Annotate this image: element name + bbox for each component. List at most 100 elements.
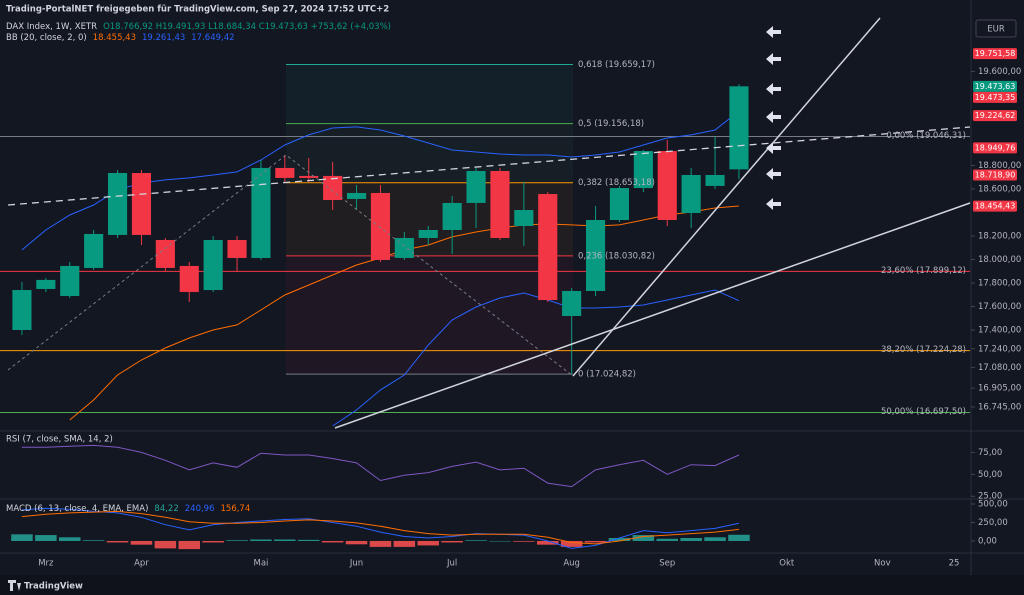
candle-body (131, 172, 152, 235)
candle-body (585, 220, 606, 291)
price-label: 18.718,90 (975, 171, 1016, 180)
histogram-bar (106, 540, 129, 543)
bb-title: BB (20, close, 2, 0) (6, 33, 87, 43)
candle-body (657, 151, 677, 221)
bb-value: 17.649,42 (191, 33, 234, 43)
x-tick-label: Jun (349, 559, 363, 569)
currency-button[interactable] (975, 19, 1017, 38)
x-tick-label: Mai (253, 559, 268, 569)
macd-value: 240,96 (185, 504, 215, 514)
arrow (766, 111, 781, 123)
candle-body (227, 239, 247, 258)
histogram-bar (656, 538, 679, 541)
candle-body (107, 172, 128, 235)
candle-body (538, 194, 558, 301)
candle-body (275, 167, 295, 178)
arrow (766, 26, 781, 38)
y-tick-label: 500,00 (978, 499, 1008, 509)
candle-body (442, 202, 462, 230)
candle-body (418, 229, 438, 238)
histogram-bar (441, 540, 463, 543)
candle-body (633, 151, 653, 189)
bb-value: 19.261,43 (142, 33, 185, 43)
price-label-box (973, 91, 1017, 103)
histogram-bar (58, 537, 81, 541)
candle-body (514, 210, 534, 226)
arrow (766, 168, 781, 180)
y-tick-label: 19.600,00 (978, 67, 1021, 77)
histogram-bar (226, 540, 248, 541)
rsi-legend: RSI (7, close, SMA, 14, 2) (6, 435, 113, 445)
bb-value: 18.455,43 (93, 33, 136, 43)
fib-label: 0,5 (19.156,18) (578, 119, 644, 129)
candle-body (36, 279, 56, 289)
y-tick-label: 16.905,00 (978, 384, 1021, 394)
y-tick-label: 16.745,00 (978, 402, 1021, 412)
price-label-box (973, 48, 1017, 60)
price-label: 19.473,63 (975, 82, 1016, 91)
y-tick-label: 50,00 (978, 470, 1002, 480)
x-tick-label: 25 (949, 559, 960, 569)
x-tick-label: Apr (134, 559, 149, 569)
fib-label: 23,60% (17.899,12) (881, 266, 966, 276)
fib-zone (286, 64, 573, 124)
price-label-box (973, 142, 1017, 154)
arrow (766, 53, 781, 65)
price-label-box (973, 169, 1017, 181)
trend-line-dashed (7, 126, 971, 206)
price-label: 19.224,62 (975, 111, 1016, 120)
candle-body (203, 239, 223, 291)
histogram-bar (297, 539, 320, 541)
y-tick-label: 75,00 (978, 448, 1002, 458)
macd-line (21, 510, 739, 545)
arrow (766, 198, 781, 210)
x-tick-label: Jul (446, 559, 457, 569)
fib-label: 0,236 (18.030,82) (578, 251, 655, 261)
arrow (766, 142, 781, 154)
candle-body (466, 171, 486, 203)
histogram-bar (728, 534, 750, 541)
footer (0, 575, 1024, 595)
histogram-bar (321, 540, 344, 543)
arrow (766, 83, 781, 95)
histogram-bar (345, 540, 368, 545)
currency[interactable]: EUR (987, 25, 1005, 35)
y-tick-label: 18.600,00 (978, 184, 1021, 194)
y-tick-label: 17.600,00 (978, 302, 1021, 312)
histogram-bar (632, 535, 655, 541)
histogram-bar (393, 540, 416, 547)
symbol-title: DAX Index, 1W, XETR (6, 22, 97, 32)
y-tick-label: 17.800,00 (978, 278, 1021, 288)
fib-label: 0 (17.024,82) (578, 370, 636, 380)
fib-zone (286, 255, 573, 375)
fib-zone (286, 123, 573, 183)
bollinger-band (332, 289, 740, 427)
fib-label: 50,00% (16.697,50) (881, 407, 966, 417)
candle-body (179, 265, 199, 293)
histogram-bar (704, 537, 726, 541)
histogram-bar (584, 540, 607, 543)
y-tick-label: 17.400,00 (978, 325, 1021, 335)
x-tick-label: Sep (659, 559, 675, 569)
fib-label: 0,618 (19.659,17) (578, 60, 655, 70)
candle-body (394, 237, 414, 258)
drawings (7, 17, 971, 429)
histogram-bar (369, 540, 392, 547)
rsi-line (21, 444, 740, 488)
candle-body (251, 167, 271, 258)
x-tick-label: Okt (779, 559, 795, 569)
histogram-bar (35, 535, 57, 541)
histogram-bar (536, 540, 559, 545)
histogram-bar (608, 538, 631, 541)
candle-body (562, 290, 582, 317)
histogram-bar (154, 540, 177, 549)
histogram-bar (417, 540, 440, 546)
macd-value: 84,22 (154, 504, 178, 514)
candle-body (490, 171, 510, 238)
x-tick-label: Aug (563, 559, 580, 569)
fib-label: 0,00% (19.046,31) (886, 131, 966, 141)
x-tick-label: Nov (874, 559, 891, 569)
